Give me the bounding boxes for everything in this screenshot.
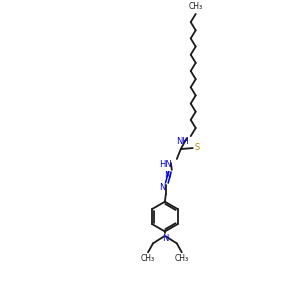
- Text: HN: HN: [159, 160, 172, 169]
- Text: N: N: [162, 235, 168, 244]
- Text: N: N: [164, 171, 171, 180]
- Text: CH₃: CH₃: [141, 254, 155, 263]
- Text: NH: NH: [176, 137, 189, 146]
- Text: S: S: [195, 142, 200, 152]
- Text: N: N: [160, 183, 166, 192]
- Text: CH₃: CH₃: [189, 2, 203, 11]
- Text: CH₃: CH₃: [175, 254, 189, 263]
